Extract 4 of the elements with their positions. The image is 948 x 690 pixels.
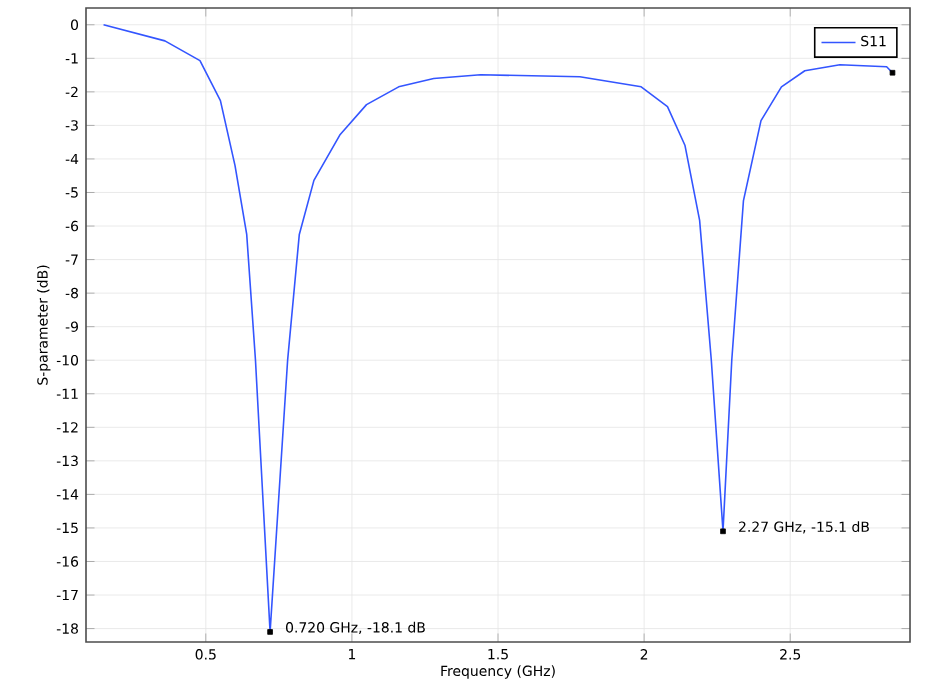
point bbox=[889, 69, 896, 76]
point bbox=[720, 528, 726, 535]
point bbox=[267, 629, 273, 635]
line-series bbox=[102, 23, 894, 633]
